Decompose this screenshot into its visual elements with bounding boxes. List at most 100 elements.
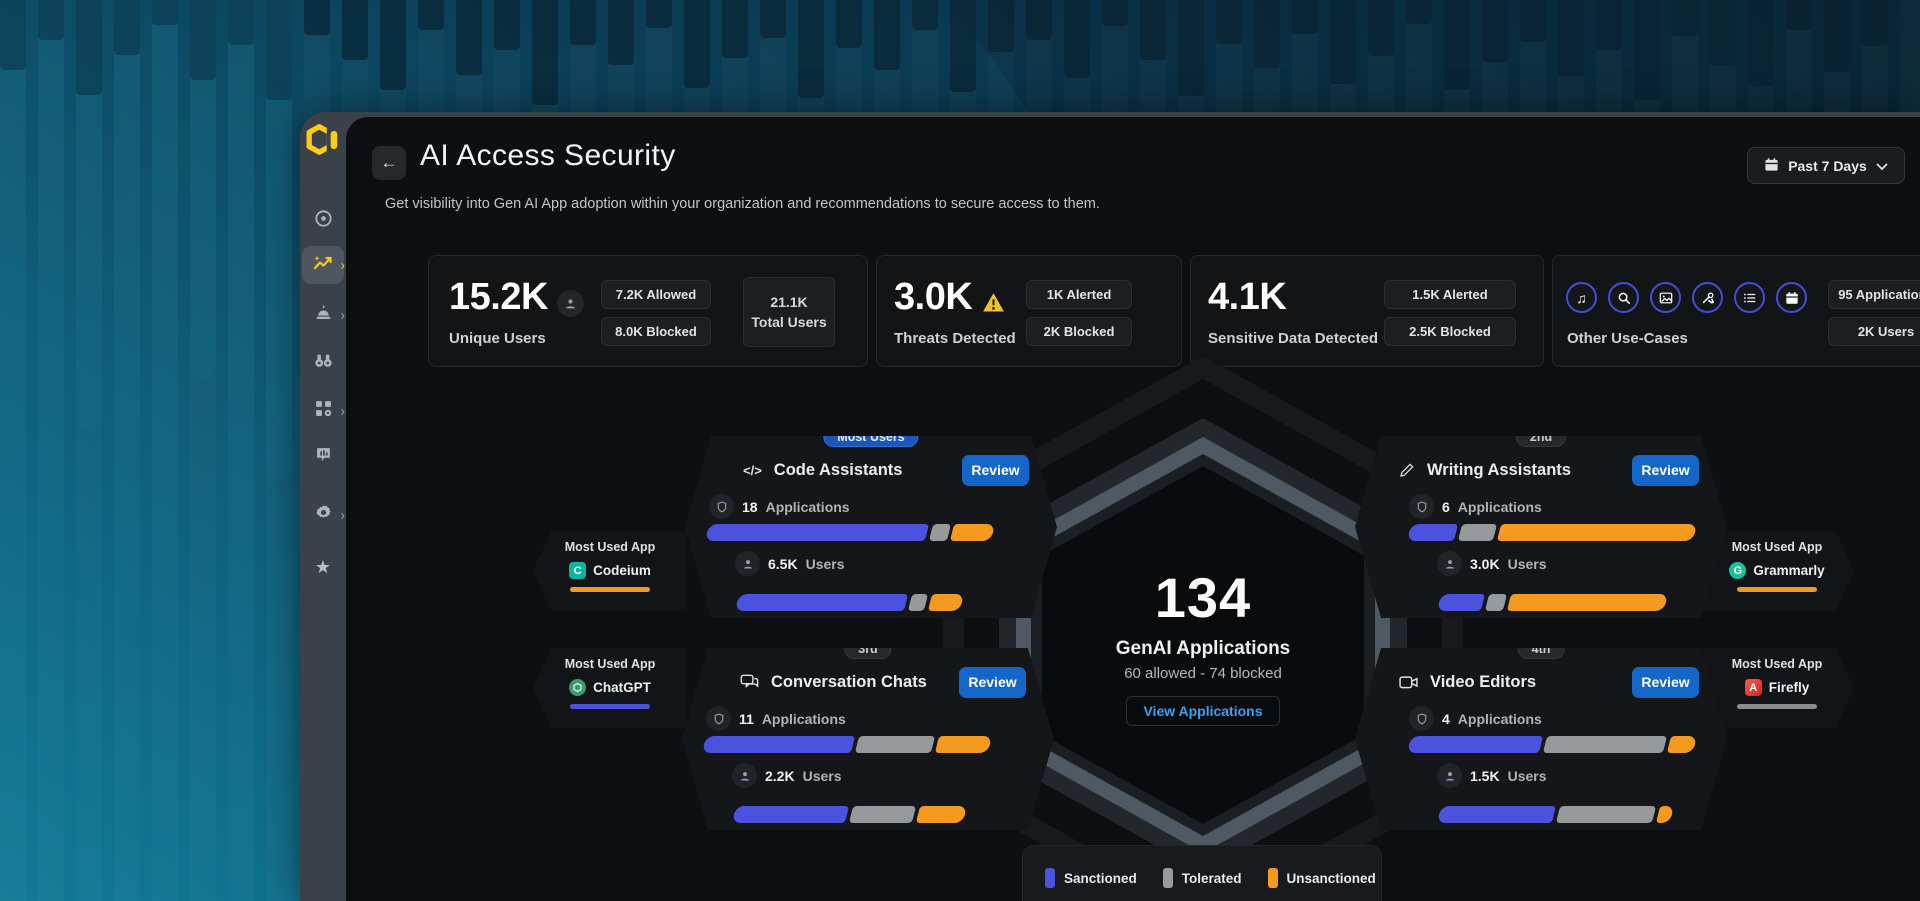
app-name: Codeium — [593, 563, 651, 578]
app-name: Firefly — [1768, 680, 1810, 695]
firefly-icon: A — [1744, 679, 1762, 696]
users-chip: 2K Users — [1828, 317, 1920, 346]
report-board-icon — [315, 446, 332, 468]
most-used-app-grammarly: Most Used App G Grammarly — [1700, 531, 1854, 611]
users-bar — [731, 806, 970, 823]
sidebar-item-ai-access-security[interactable]: › — [302, 246, 345, 284]
calendar-icon — [1776, 282, 1807, 313]
review-button[interactable]: Review — [1632, 454, 1699, 486]
shield-icon — [709, 494, 734, 519]
page-subtitle: Get visibility into Gen AI App adoption … — [385, 196, 1100, 212]
warning-icon — [982, 292, 1005, 318]
chat-icon — [740, 674, 759, 691]
stat-label: Sensitive Data Detected — [1208, 330, 1379, 347]
background-left-bars — [0, 0, 300, 901]
code-icon: </> — [743, 462, 762, 478]
shield-icon — [1409, 494, 1434, 519]
background-equalizer-bars — [0, 0, 1920, 120]
unsanctioned-swatch — [1267, 868, 1278, 888]
sanctioned-swatch — [1045, 868, 1055, 888]
status-underline-unsanctioned — [1737, 587, 1817, 592]
most-used-app-label: Most Used App — [1731, 657, 1823, 671]
category-name: Conversation Chats — [771, 672, 927, 691]
review-button[interactable]: Review — [962, 454, 1029, 486]
sidebar-item-reports[interactable] — [302, 438, 344, 476]
chevron-right-icon: › — [340, 403, 345, 419]
category-name: Writing Assistants — [1427, 460, 1571, 479]
apps-grid-icon — [315, 400, 332, 422]
most-used-app-firefly: Most Used App A Firefly — [1700, 648, 1854, 728]
time-range-selector[interactable]: Past 7 Days — [1747, 147, 1905, 184]
category-card-conversation-chats: 3rd Conversation Chats Review 11 Applica… — [682, 648, 1054, 830]
users-label: Users — [1507, 555, 1547, 572]
legend-item-tolerated: Tolerated — [1162, 868, 1242, 888]
app-name: ChatGPT — [593, 680, 651, 695]
review-button[interactable]: Review — [959, 666, 1026, 698]
category-card-video-editors: 4th Video Editors Review 4 Applications … — [1355, 648, 1727, 830]
legend-item-sanctioned: Sanctioned — [1045, 868, 1137, 888]
alerted-chip: 1K Alerted — [1026, 280, 1132, 309]
star-icon: ★ — [314, 556, 332, 577]
tools-icon — [1692, 282, 1723, 313]
legend-label: Tolerated — [1181, 870, 1242, 886]
music-icon: ♫ — [1566, 282, 1597, 313]
chevron-down-icon — [1876, 158, 1888, 174]
stat-value: 3.0K — [894, 276, 973, 318]
stat-label: Unique Users — [449, 330, 546, 347]
users-count: 1.5K — [1470, 767, 1500, 784]
sidebar-item-applications[interactable]: › — [302, 392, 345, 430]
video-icon — [1399, 675, 1418, 690]
genai-allowed-blocked: 60 allowed - 74 blocked — [1124, 664, 1282, 682]
legend-label: Sanctioned — [1064, 870, 1137, 886]
sidebar-item-discovery[interactable] — [302, 344, 344, 382]
apps-label: Applications — [761, 710, 846, 727]
user-icon — [557, 290, 584, 317]
review-button[interactable]: Review — [1632, 666, 1699, 698]
users-count: 6.5K — [768, 555, 798, 572]
legend-label: Unsanctioned — [1286, 870, 1376, 886]
sidebar-item-settings[interactable]: › — [302, 496, 345, 534]
sidebar-item-favorites[interactable]: ★ — [302, 548, 344, 586]
genai-app-count: 134 — [1154, 565, 1252, 629]
users-label: Users — [1507, 767, 1547, 784]
user-icon — [732, 763, 757, 788]
most-used-app-label: Most Used App — [1731, 540, 1823, 554]
chatgpt-icon — [569, 679, 587, 696]
brand-logo-icon[interactable] — [306, 124, 340, 161]
view-applications-button[interactable]: View Applications — [1126, 695, 1280, 726]
stat-value: 4.1K — [1208, 276, 1287, 318]
apps-bar — [1406, 524, 1702, 541]
allowed-chip: 7.2K Allowed — [601, 280, 711, 309]
users-label: Users — [802, 767, 842, 784]
stat-card-other-use-cases: ♫ Other Use-Cases 95 Applications 2K Use… — [1552, 255, 1920, 367]
apps-bar — [704, 524, 1000, 541]
list-icon — [1734, 282, 1765, 313]
status-underline-sanctioned — [570, 704, 650, 709]
codeium-icon: C — [569, 562, 587, 579]
apps-bar — [701, 736, 997, 753]
apps-label: Applications — [765, 498, 850, 515]
sidebar: › › › › ★ — [300, 112, 346, 901]
pen-icon — [1399, 462, 1415, 478]
back-button[interactable]: ← — [372, 146, 406, 180]
stat-label: Threats Detected — [894, 330, 1016, 347]
sidebar-item-monitor[interactable] — [302, 202, 344, 240]
total-users-box: 21.1K Total Users — [743, 277, 835, 347]
shield-icon — [706, 706, 731, 731]
category-name: Code Assistants — [773, 460, 903, 479]
sidebar-item-alerts[interactable]: › — [302, 296, 345, 334]
apps-bar — [1406, 736, 1702, 753]
most-used-app-label: Most Used App — [564, 657, 656, 671]
stat-value: 15.2K — [449, 276, 548, 318]
gear-icon — [315, 504, 332, 526]
chevron-right-icon: › — [340, 257, 345, 273]
calendar-icon — [1764, 157, 1779, 175]
blocked-chip: 2.5K Blocked — [1384, 317, 1516, 346]
most-used-app-label: Most Used App — [564, 540, 656, 554]
chevron-right-icon: › — [340, 507, 345, 523]
legend-item-unsanctioned: Unsanctioned — [1267, 868, 1376, 888]
alerted-chip: 1.5K Alerted — [1384, 280, 1516, 309]
ai-trend-icon — [313, 255, 333, 276]
grammarly-icon: G — [1729, 562, 1747, 579]
legend: Sanctioned Tolerated Unsanctioned — [1022, 845, 1382, 901]
